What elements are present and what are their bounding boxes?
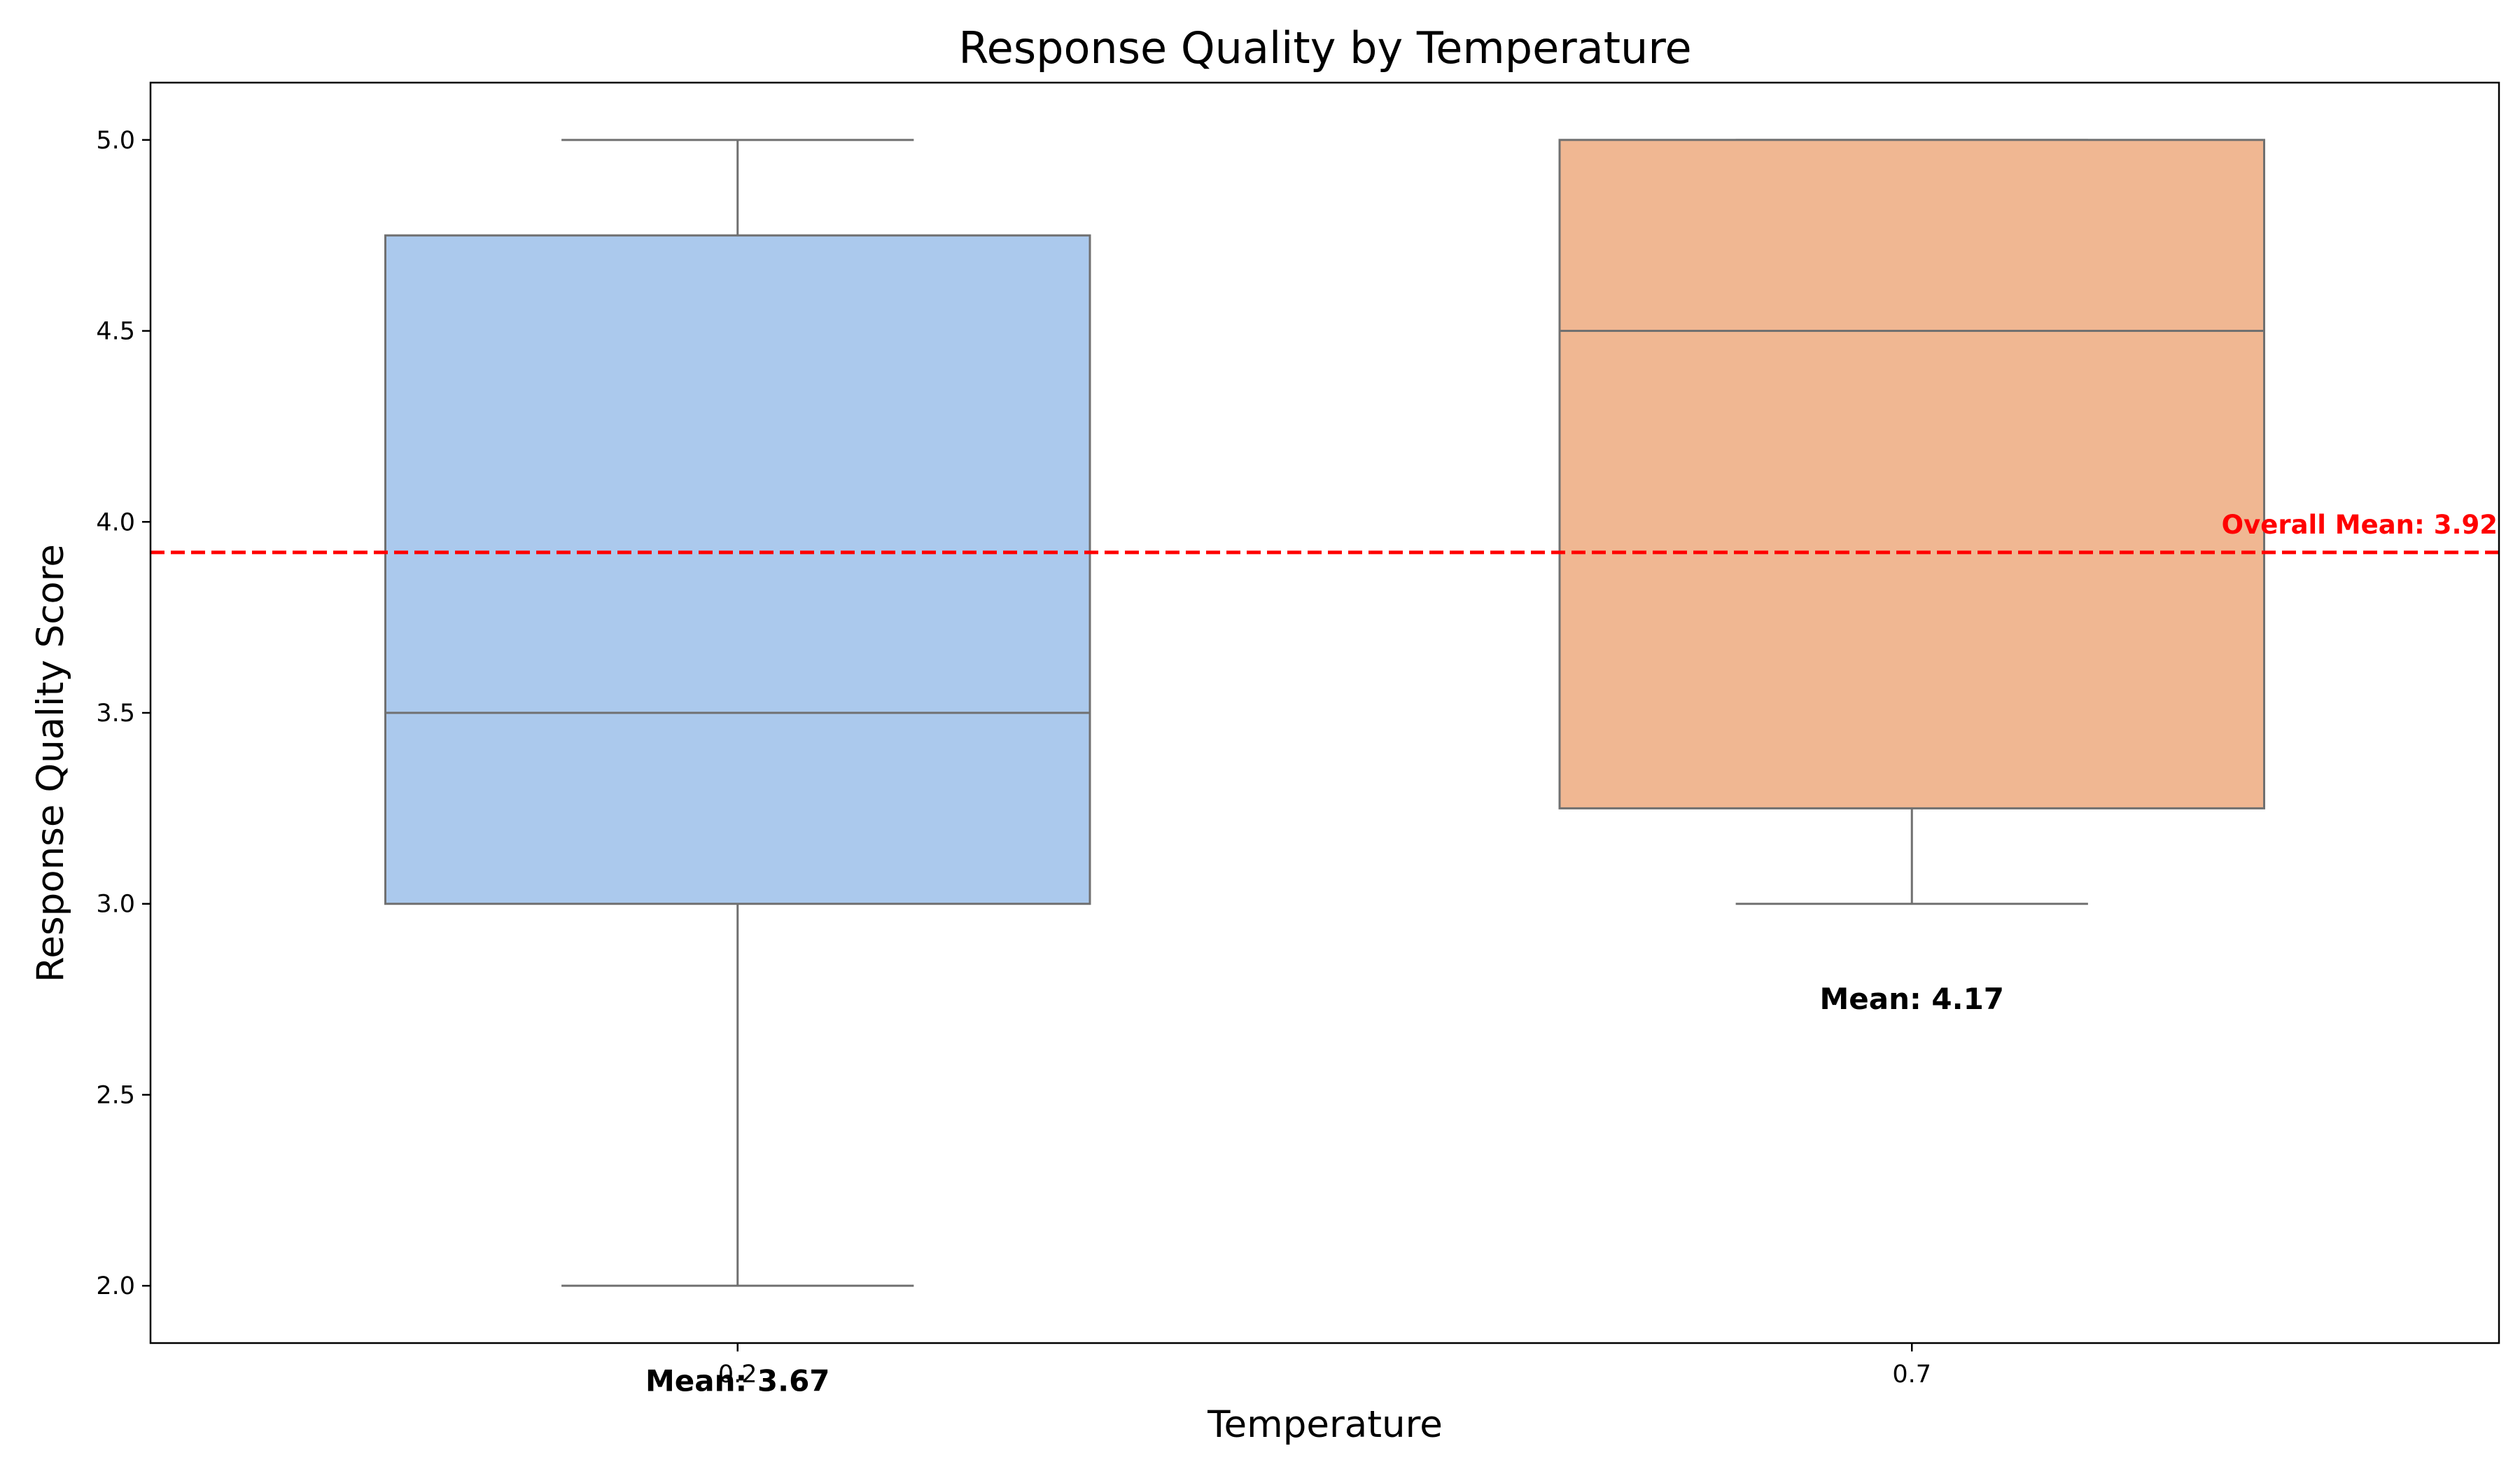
plot-area: 2.0 2.5 3.0 3.5 4.0 4.5 5.0 0.2 0.7 Overall Mean:… xyxy=(96,127,2499,1398)
y-tick-label: 4.0 xyxy=(96,508,135,536)
y-axis-title: Response Quality Score xyxy=(29,544,72,982)
y-tick-label: 4.5 xyxy=(96,318,135,346)
chart-title: Response Quality by Temperature xyxy=(958,22,1691,74)
x-axis-title: Temperature xyxy=(1207,1403,1443,1446)
y-tick-label: 3.0 xyxy=(96,891,135,919)
y-tick-label: 3.5 xyxy=(96,700,135,728)
x-tick-label: 0.7 xyxy=(1892,1361,1931,1389)
y-tick-label: 2.0 xyxy=(96,1272,135,1300)
y-tick-label: 5.0 xyxy=(96,127,135,155)
box-0-2 xyxy=(384,234,1091,905)
mean-label: Mean: 3.67 xyxy=(645,1364,830,1398)
x-tick-label: 0.2 xyxy=(718,1361,757,1389)
overall-mean-label: Overall Mean: 3.92 xyxy=(2222,510,2498,540)
box-0-7 xyxy=(1558,139,2265,809)
mean-label: Mean: 4.17 xyxy=(1819,982,2004,1016)
plot-frame xyxy=(149,81,2500,1344)
y-tick-label: 2.5 xyxy=(96,1081,135,1109)
